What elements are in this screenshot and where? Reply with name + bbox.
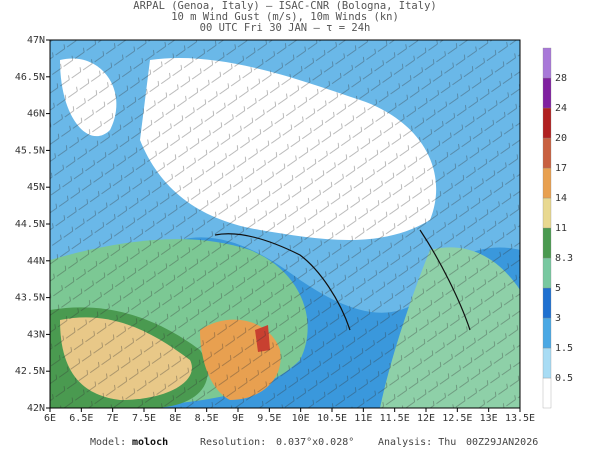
colorbar-swatch (542, 227, 552, 259)
colorbar-swatch (542, 257, 552, 289)
colorbar-label: 17 (555, 163, 567, 174)
colorbar-swatch (542, 167, 552, 199)
lon-label: 13E (480, 413, 498, 424)
lat-label: 45N (27, 182, 45, 193)
footer-model-label: Model: (90, 437, 126, 448)
lon-label: 6E (44, 413, 56, 424)
header-line: 00 UTC Fri 30 JAN – τ = 24h (200, 22, 371, 34)
map-field (50, 40, 520, 408)
lon-label: 10.5E (317, 413, 347, 424)
lon-label: 7E (107, 413, 119, 424)
colorbar-swatch (542, 377, 552, 409)
header-line: 10 m Wind Gust (m/s), 10m Winds (kn) (171, 11, 399, 23)
lon-label: 7.5E (132, 413, 156, 424)
colorbar-label: 20 (555, 133, 567, 144)
colorbar-swatch (542, 287, 552, 319)
lat-label: 43.5N (15, 293, 45, 304)
lon-label: 11.5E (380, 413, 410, 424)
lon-label: 10E (292, 413, 310, 424)
colorbar-label: 14 (555, 193, 567, 204)
lat-label: 47N (27, 35, 45, 46)
lon-label: 8.5E (195, 413, 219, 424)
footer-analysis-label: Analysis: Thu (378, 437, 456, 448)
lon-label: 12.5E (442, 413, 472, 424)
footer-model: moloch (132, 437, 168, 448)
lat-label: 44.5N (15, 219, 45, 230)
lon-label: 13.5E (505, 413, 535, 424)
lat-label: 46.5N (15, 72, 45, 83)
colorbar-label: 5 (555, 283, 561, 294)
colorbar-swatch (542, 107, 552, 139)
colorbar-swatch (542, 317, 552, 349)
colorbar-label: 8.3 (555, 253, 573, 264)
colorbar-label: 28 (555, 73, 567, 84)
colorbar: 0.5 1.5 3 5 8.3 11 14 17 20 24 28 (542, 47, 573, 409)
colorbar-label: 3 (555, 313, 561, 324)
lat-label: 45.5N (15, 145, 45, 156)
colorbar-label: 11 (555, 223, 567, 234)
colorbar-swatch (542, 347, 552, 379)
lon-label: 12E (417, 413, 435, 424)
header-line: ARPAL (Genoa, Italy) – ISAC-CNR (Bologna… (133, 0, 436, 12)
colorbar-label: 0.5 (555, 373, 573, 384)
colorbar-label: 24 (555, 103, 567, 114)
lon-label: 8E (169, 413, 181, 424)
lat-label: 44N (27, 256, 45, 267)
lon-label: 11E (354, 413, 372, 424)
colorbar-label: 1.5 (555, 343, 573, 354)
lon-label: 6.5E (69, 413, 93, 424)
lat-label: 46N (27, 109, 45, 120)
footer-resolution: 0.037°x0.028° (276, 437, 354, 448)
lat-label: 42.5N (15, 366, 45, 377)
colorbar-swatch (542, 77, 552, 109)
footer-resolution-label: Resolution: (200, 437, 266, 448)
colorbar-swatch (542, 47, 552, 79)
colorbar-swatch (542, 197, 552, 229)
lat-label: 43N (27, 329, 45, 340)
lat-label: 42N (27, 403, 45, 414)
colorbar-swatch (542, 137, 552, 169)
footer-analysis: 00Z29JAN2026 (466, 437, 538, 448)
lon-label: 9E (232, 413, 244, 424)
lon-label: 9.5E (257, 413, 281, 424)
